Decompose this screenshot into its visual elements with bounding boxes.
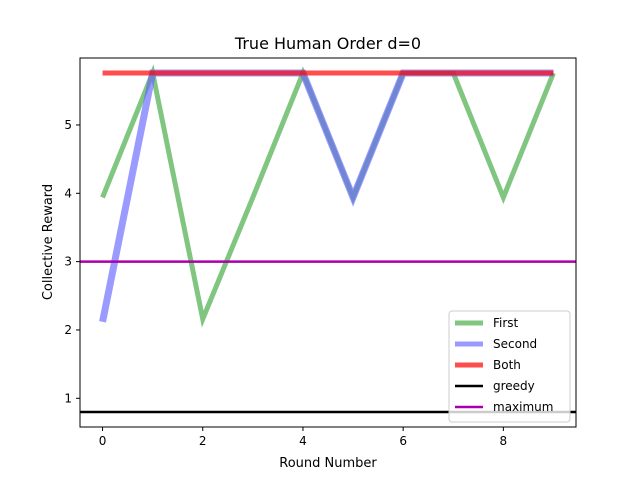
x-tick-label: 2 [199,434,207,448]
plot-lines [80,64,576,414]
legend-label-first: First [493,316,519,330]
y-tick-label: 3 [64,255,72,269]
x-tick-label: 6 [399,434,407,448]
plot-area [80,64,576,414]
legend-label-maximum: maximum [493,400,553,414]
y-axis: 1 2 3 4 5 [64,118,80,405]
x-tick-label: 8 [500,434,508,448]
x-axis: 0 2 4 6 8 [99,427,507,448]
y-tick-label: 1 [64,391,72,405]
legend-label-second: Second [493,337,537,351]
y-tick-label: 5 [64,118,72,132]
legend-label-both: Both [493,358,521,372]
plot-frame [79,57,577,428]
legend: First Second Both greedy maximum [448,310,571,423]
y-tick-label: 2 [64,323,72,337]
x-axis-label: Round Number [279,456,377,471]
x-tick-label: 4 [299,434,307,448]
x-tick-label: 0 [99,434,107,448]
legend-label-greedy: greedy [493,379,535,393]
y-tick-label: 4 [64,186,72,200]
legend-box [448,310,571,423]
y-axis-label: Collective Reward [41,184,56,300]
chart-title: True Human Order d=0 [234,34,421,53]
